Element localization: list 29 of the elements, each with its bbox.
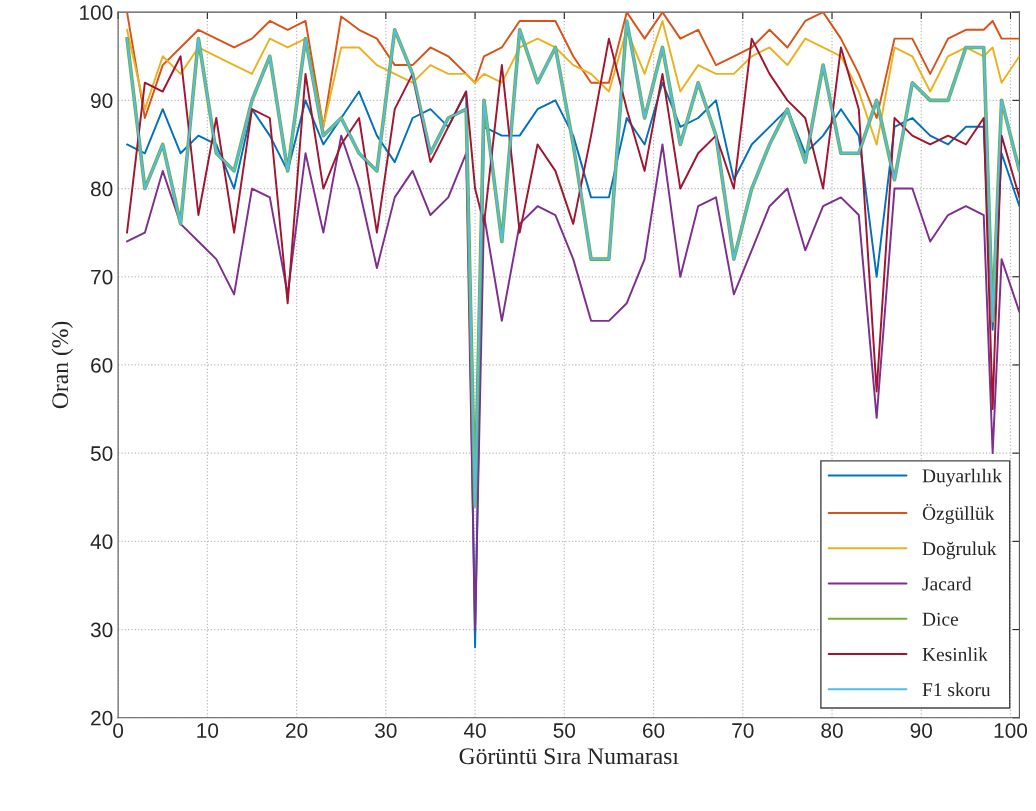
y-tick-label: 100: [80, 5, 113, 20]
y-tick-label: 30: [90, 622, 113, 638]
legend-label: Kesinlik: [922, 647, 988, 662]
y-tick-label: 80: [90, 181, 113, 197]
x-tick-label: 70: [732, 723, 754, 738]
y-tick-label: 70: [91, 269, 113, 285]
y-tick-label: 90: [91, 93, 113, 109]
y-tick-label: 20: [91, 710, 113, 726]
x-tick-label: 20: [286, 723, 308, 738]
legend-label: Özgüllük: [922, 503, 995, 524]
legend-label: F1 skoru: [922, 682, 991, 697]
legend-label: Jacard: [922, 576, 972, 591]
x-tick-label: 40: [463, 723, 486, 738]
x-tick-label: 90: [910, 723, 933, 738]
x-tick-label: 0: [113, 723, 124, 738]
y-tick-label: 60: [91, 357, 113, 373]
x-tick-label: 30: [375, 723, 397, 738]
x-tick-label: 10: [197, 723, 219, 738]
x-axis-title: Görüntü Sıra Numarası: [459, 748, 679, 765]
x-tick-label: 50: [553, 723, 576, 738]
legend-label: Duyarlılık: [922, 468, 1002, 487]
x-tick-label: 100: [994, 723, 1028, 738]
x-tick-label: 80: [821, 723, 843, 738]
legend-label: Doğruluk: [922, 541, 997, 560]
x-tick-label: 60: [643, 723, 665, 738]
y-axis-title: Oran (%): [51, 321, 73, 409]
legend-label: Dice: [922, 612, 959, 626]
y-tick-label: 40: [90, 534, 113, 550]
y-tick-label: 50: [90, 446, 113, 461]
